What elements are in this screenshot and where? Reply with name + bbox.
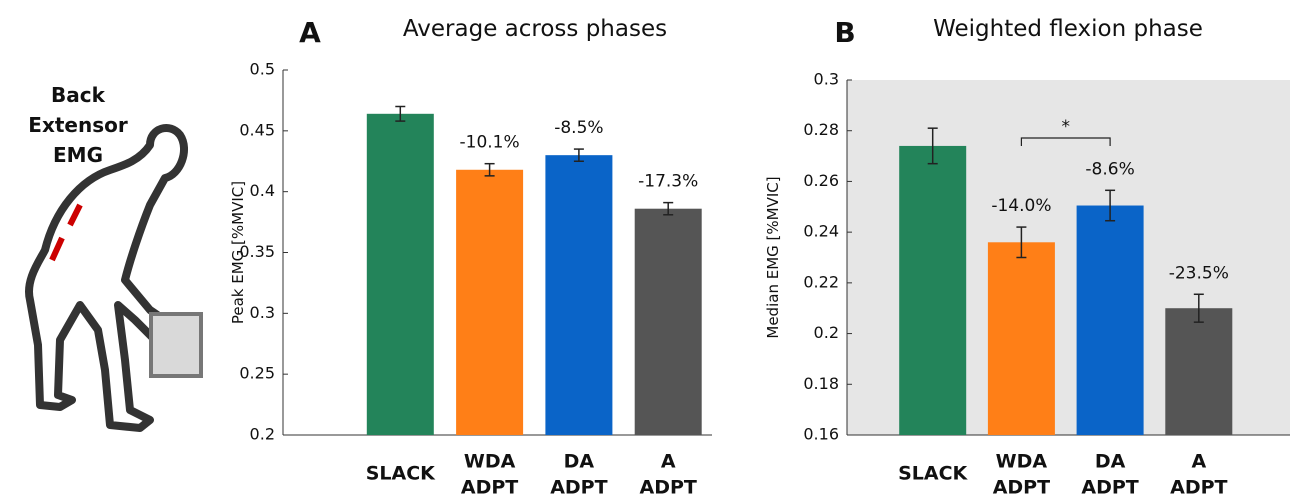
change-label: -17.3% (638, 172, 698, 192)
x-tick-label: SLACK (898, 463, 968, 485)
x-tick-label: ADPT (640, 477, 697, 497)
change-label: -8.5% (554, 118, 603, 138)
y-tick-label: 0.2 (814, 323, 839, 342)
y-tick-label: 0.24 (803, 222, 839, 241)
illustration-label: EMG (53, 143, 103, 167)
illustration: Back Extensor EMG (28, 83, 201, 428)
y-tick-label: 0.25 (239, 364, 275, 383)
y-tick-label: 0.2 (250, 425, 275, 444)
y-tick-label: 0.3 (814, 70, 839, 89)
x-tick-label: ADPT (550, 477, 607, 497)
illustration-label: Extensor (28, 113, 128, 137)
change-label: -10.1% (460, 133, 520, 153)
x-tick-label: SLACK (366, 463, 436, 485)
x-tick-label: DA (1095, 451, 1126, 473)
significance-label: * (1062, 117, 1071, 137)
x-tick-label: ADPT (461, 477, 518, 497)
change-label: -8.6% (1085, 159, 1134, 179)
bar (635, 209, 702, 435)
bar (1077, 206, 1144, 435)
x-tick-label: ADPT (1170, 477, 1227, 497)
bar (545, 155, 612, 435)
change-label: -23.5% (1169, 263, 1229, 283)
y-tick-label: 0.4 (250, 181, 275, 200)
bar (367, 114, 434, 435)
y-tick-label: 0.5 (250, 60, 275, 79)
x-tick-label: DA (564, 451, 595, 473)
panel-letter: B (834, 16, 855, 49)
y-tick-label: 0.22 (803, 272, 839, 291)
y-tick-label: 0.3 (250, 303, 275, 322)
y-tick-label: 0.26 (803, 171, 839, 190)
bar (988, 242, 1055, 435)
change-label: -14.0% (991, 196, 1051, 216)
y-tick-label: 0.18 (803, 374, 839, 393)
x-tick-label: A (1191, 451, 1206, 473)
y-tick-label: 0.45 (239, 120, 275, 139)
figure: Back Extensor EMG A Average across phases… (0, 0, 1298, 496)
y-tick-label: 0.16 (803, 425, 839, 444)
bar (456, 170, 523, 435)
y-axis-label: Median EMG [%MVIC] (764, 176, 782, 338)
lifted-box (151, 314, 201, 376)
bar (1165, 308, 1232, 435)
illustration-label: Back (51, 83, 106, 107)
bar (899, 146, 966, 435)
y-tick-label: 0.28 (803, 120, 839, 139)
x-tick-label: WDA (464, 451, 516, 473)
panel-letter: A (299, 16, 321, 49)
person-silhouette (29, 128, 184, 428)
y-tick-label: 0.35 (239, 242, 275, 261)
chart-title: Weighted flexion phase (933, 16, 1203, 42)
x-tick-label: ADPT (1081, 477, 1138, 497)
x-tick-label: ADPT (993, 477, 1050, 497)
chart-title: Average across phases (403, 16, 667, 42)
x-tick-label: WDA (996, 451, 1048, 473)
x-tick-label: A (661, 451, 676, 473)
